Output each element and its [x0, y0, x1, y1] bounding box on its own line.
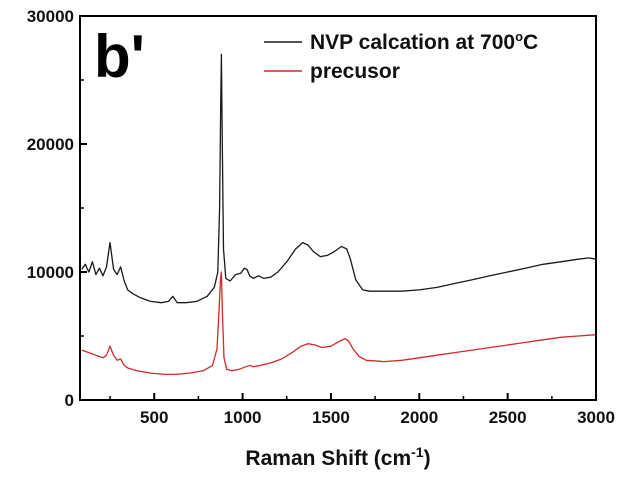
panel-label: b': [94, 23, 145, 90]
y-tick-label: 0: [65, 391, 74, 410]
series-line-1: [81, 271, 597, 376]
y-tick-label: 20000: [27, 135, 74, 154]
x-tick-label: 2500: [489, 408, 527, 427]
x-tick-label: 3000: [577, 408, 615, 427]
x-tick-label: 1000: [224, 408, 262, 427]
legend: NVP calcation at 700oC precusor: [264, 29, 538, 83]
legend-label-calcined: NVP calcation at 700oC: [310, 29, 538, 54]
y-tick-label: 10000: [27, 263, 74, 282]
x-tick-label: 1500: [312, 408, 350, 427]
legend-label-precursor: precusor: [310, 60, 400, 83]
x-tick-label: 500: [140, 408, 168, 427]
y-tick-label: 30000: [27, 7, 74, 26]
axis-ticks: [80, 15, 597, 401]
x-axis-title: Raman Shift (cm-1): [245, 444, 430, 470]
x-tick-label: 2000: [400, 408, 438, 427]
plot-lines: [81, 53, 597, 376]
series-line-0: [81, 53, 597, 304]
